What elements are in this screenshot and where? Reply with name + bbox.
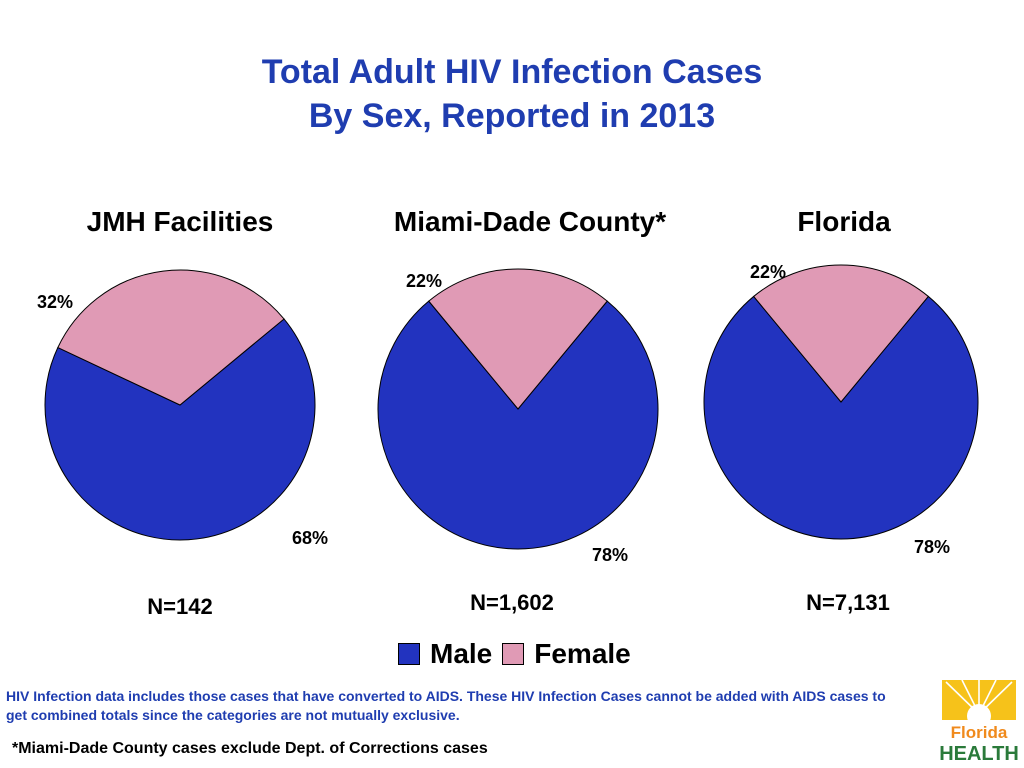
chart-title-miami-dade: Miami-Dade County* <box>393 206 667 237</box>
pie-slice-1-female <box>428 268 608 410</box>
chart-title-jmh: JMH Facilities <box>86 206 274 237</box>
pie-label-1-female: 22% <box>406 271 442 291</box>
n-label-miami-dade: N=1,602 <box>470 590 554 615</box>
legend-label-male: Male <box>430 638 493 669</box>
title-line-2: By Sex, Reported in 2013 <box>308 97 716 135</box>
legend-swatch-male <box>398 643 420 665</box>
chart-title-florida: Florida <box>797 206 891 237</box>
title-line-1: Total Adult HIV Infection Cases <box>261 53 763 91</box>
logo-sun <box>967 704 991 728</box>
pie-label-2-female: 22% <box>750 262 786 282</box>
n-label-jmh: N=142 <box>147 594 213 619</box>
legend-item-male: Male <box>398 638 492 670</box>
legend-label-female: Female <box>534 638 631 669</box>
legend: Male Female <box>398 636 641 672</box>
data-note: HIV Infection data includes those cases … <box>6 688 886 723</box>
florida-health-logo: Florida HEALTH <box>939 680 1019 765</box>
page-title: Total Adult HIV Infection Cases By Sex, … <box>0 50 1024 138</box>
pie-slice-2-male <box>703 295 979 540</box>
legend-swatch-female <box>502 643 525 665</box>
pie-label-0-male: 68% <box>292 528 328 548</box>
pie-slice-0-male <box>44 318 316 541</box>
n-label-florida: N=7,131 <box>806 590 890 615</box>
pie-label-2-male: 78% <box>914 537 950 557</box>
legend-item-female: Female <box>502 638 631 670</box>
logo-text-florida: Florida <box>951 723 1008 742</box>
footnote: *Miami-Dade County cases exclude Dept. o… <box>12 740 488 757</box>
pie-label-1-male: 78% <box>592 545 628 565</box>
logo-text-health: HEALTH <box>939 743 1019 765</box>
pie-slice-0-female <box>57 269 285 406</box>
pie-slice-2-female <box>752 264 930 403</box>
pie-slice-1-male <box>377 300 659 550</box>
pie-label-0-female: 32% <box>37 292 73 312</box>
